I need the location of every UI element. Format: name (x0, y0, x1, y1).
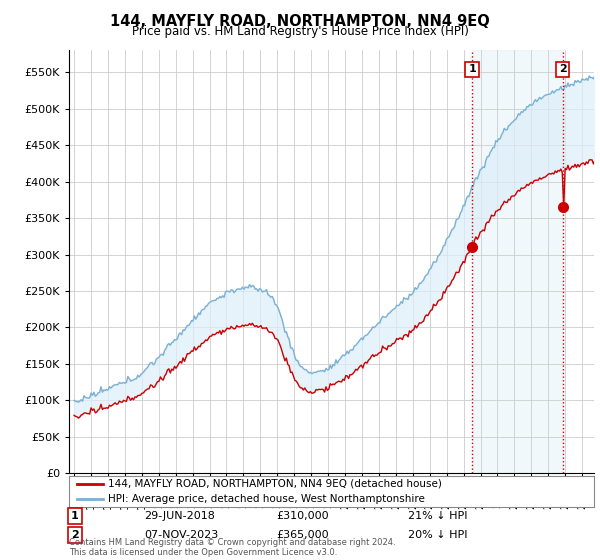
Text: £310,000: £310,000 (276, 511, 329, 521)
Text: 21% ↓ HPI: 21% ↓ HPI (408, 511, 467, 521)
Text: £365,000: £365,000 (276, 530, 329, 540)
Text: Contains HM Land Registry data © Crown copyright and database right 2024.
This d: Contains HM Land Registry data © Crown c… (69, 538, 395, 557)
Text: 20% ↓ HPI: 20% ↓ HPI (408, 530, 467, 540)
Text: 144, MAYFLY ROAD, NORTHAMPTON, NN4 9EQ (detached house): 144, MAYFLY ROAD, NORTHAMPTON, NN4 9EQ (… (109, 479, 442, 489)
Text: 2: 2 (559, 64, 566, 74)
Text: HPI: Average price, detached house, West Northamptonshire: HPI: Average price, detached house, West… (109, 494, 425, 504)
Text: 1: 1 (71, 511, 79, 521)
Text: 144, MAYFLY ROAD, NORTHAMPTON, NN4 9EQ: 144, MAYFLY ROAD, NORTHAMPTON, NN4 9EQ (110, 14, 490, 29)
Text: Price paid vs. HM Land Registry's House Price Index (HPI): Price paid vs. HM Land Registry's House … (131, 25, 469, 38)
Text: 29-JUN-2018: 29-JUN-2018 (144, 511, 215, 521)
Text: 1: 1 (468, 64, 476, 74)
Text: 2: 2 (71, 530, 79, 540)
Text: 07-NOV-2023: 07-NOV-2023 (144, 530, 218, 540)
